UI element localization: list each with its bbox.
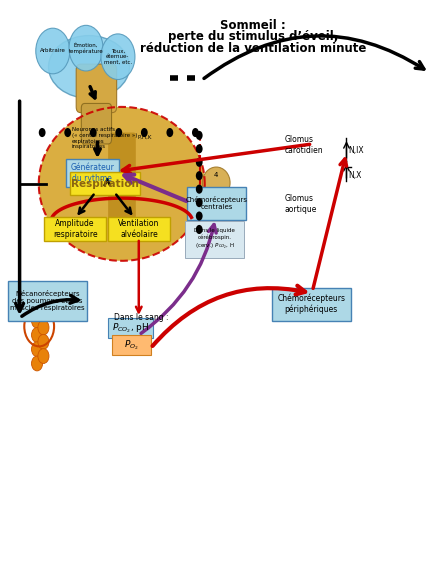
Circle shape [196,171,203,180]
Circle shape [90,128,97,137]
FancyBboxPatch shape [81,104,112,144]
Circle shape [196,185,203,194]
Circle shape [196,225,203,234]
Text: Dans le liquide
cérébrospin.
(cerv.) $P_{CO_2}$, H: Dans le liquide cérébrospin. (cerv.) $P_… [194,229,235,250]
Circle shape [38,335,49,349]
Circle shape [196,211,203,221]
Text: $P_{CO_2}$, pH: $P_{CO_2}$, pH [112,321,149,335]
Text: Amplitude
respiratoire: Amplitude respiratoire [53,219,97,238]
Text: Arbitraire: Arbitraire [40,49,66,53]
FancyBboxPatch shape [65,159,119,187]
Text: N,X: N,X [349,171,362,180]
Text: Glomus
aortique: Glomus aortique [285,194,317,214]
FancyBboxPatch shape [187,187,246,220]
Circle shape [38,320,49,335]
Circle shape [69,25,103,71]
Text: Glomus
carotidien: Glomus carotidien [285,135,323,155]
Text: Mécanorécepteurs
des poumons et des
muscles respiratoires: Mécanorécepteurs des poumons et des musc… [10,291,85,311]
Text: Toux,
éternue-
ment, etc.: Toux, éternue- ment, etc. [104,48,132,65]
Ellipse shape [48,36,129,99]
Circle shape [115,128,122,137]
Text: Chémorécepteurs
périphériques: Chémorécepteurs périphériques [278,294,346,315]
Circle shape [64,128,71,137]
FancyBboxPatch shape [76,64,116,112]
Text: Générateur
du rythme: Générateur du rythme [70,163,114,183]
Text: Respiration: Respiration [71,179,139,189]
Text: réduction de la ventilation minute: réduction de la ventilation minute [140,42,366,54]
Circle shape [36,28,70,74]
Circle shape [32,342,42,356]
Text: perte du stimulus d’éveil,: perte du stimulus d’éveil, [168,30,338,43]
Text: P,H,K: P,H,K [138,135,152,140]
FancyBboxPatch shape [44,217,106,241]
Circle shape [196,198,203,207]
FancyBboxPatch shape [8,281,87,321]
Circle shape [32,328,42,343]
Circle shape [192,128,199,137]
Text: Ventilation
alvéolaire: Ventilation alvéolaire [118,219,160,238]
Text: Sommeil :: Sommeil : [220,19,286,32]
Text: N,IX: N,IX [349,146,364,155]
Text: Émotion,
température: Émotion, température [68,42,103,54]
Circle shape [32,285,42,300]
Circle shape [101,34,135,80]
Circle shape [32,356,42,371]
Text: Neurones actifs
(« centre respiratoire »)
expiratoires
inspiratoires: Neurones actifs (« centre respiratoire »… [72,127,137,150]
Circle shape [141,128,148,137]
Circle shape [32,313,42,328]
FancyBboxPatch shape [113,335,151,355]
Text: $P_{O_2}$: $P_{O_2}$ [124,338,139,352]
FancyBboxPatch shape [272,288,351,321]
Circle shape [38,306,49,321]
Circle shape [38,292,49,307]
FancyBboxPatch shape [108,318,153,338]
Text: Dans le sang :: Dans le sang : [114,313,168,323]
Circle shape [196,131,203,140]
Circle shape [166,128,173,137]
Circle shape [196,158,203,167]
FancyBboxPatch shape [108,217,170,241]
FancyBboxPatch shape [185,221,244,258]
Circle shape [39,128,45,137]
FancyBboxPatch shape [108,132,136,238]
Text: Chémorécepteurs
centrales: Chémorécepteurs centrales [186,196,248,210]
Ellipse shape [39,107,205,261]
Text: 4: 4 [214,172,218,178]
Circle shape [38,348,49,363]
FancyBboxPatch shape [70,172,140,195]
Ellipse shape [202,167,230,198]
Circle shape [196,144,203,154]
Circle shape [32,299,42,314]
